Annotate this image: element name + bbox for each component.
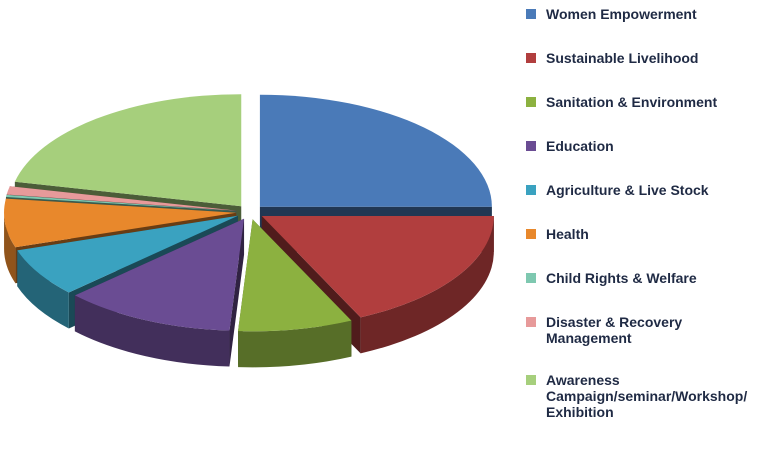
slice-top bbox=[17, 215, 238, 293]
legend-swatch bbox=[526, 273, 536, 283]
pie-chart bbox=[4, 94, 494, 368]
legend-swatch bbox=[526, 317, 536, 327]
legend-label: Disaster & Recovery Management bbox=[546, 314, 683, 346]
slice-top bbox=[14, 94, 242, 207]
slice-side bbox=[17, 250, 69, 329]
legend-swatch bbox=[526, 141, 536, 151]
pie-chart-svg bbox=[4, 94, 494, 368]
legend-swatch bbox=[526, 9, 536, 19]
legend-swatch bbox=[526, 53, 536, 63]
legend-item-disaster-recovery-management: Disaster & Recovery Management bbox=[526, 314, 784, 346]
slice-side bbox=[4, 212, 16, 284]
legend-label: Women Empowerment bbox=[546, 6, 697, 22]
legend-item-education: Education bbox=[526, 138, 784, 154]
legend-label: Agriculture & Live Stock bbox=[546, 182, 709, 198]
chart-legend: Women Empowerment Sustainable Livelihood S… bbox=[526, 6, 784, 420]
legend-item-child-rights-welfare: Child Rights & Welfare bbox=[526, 270, 784, 286]
slice-top bbox=[74, 218, 245, 331]
legend-label: Child Rights & Welfare bbox=[546, 270, 697, 286]
legend-item-sanitation-environment: Sanitation & Environment bbox=[526, 94, 784, 110]
legend-item-agriculture-live-stock: Agriculture & Live Stock bbox=[526, 182, 784, 198]
legend-label: Awareness Campaign/seminar/Workshop/ Exh… bbox=[546, 372, 748, 420]
legend-swatch bbox=[526, 375, 536, 385]
slice-top bbox=[259, 94, 492, 207]
legend-item-health: Health bbox=[526, 226, 784, 242]
legend-swatch bbox=[526, 97, 536, 107]
pie-slice-education bbox=[74, 218, 245, 367]
slice-side bbox=[238, 320, 352, 368]
legend-label: Sustainable Livelihood bbox=[546, 50, 699, 66]
slice-side bbox=[74, 295, 230, 367]
legend-item-awareness-campaign-seminar-workshop-exhibition: Awareness Campaign/seminar/Workshop/ Exh… bbox=[526, 372, 784, 420]
legend-item-sustainable-livelihood: Sustainable Livelihood bbox=[526, 50, 784, 66]
legend-label: Sanitation & Environment bbox=[546, 94, 718, 110]
slice-top bbox=[238, 219, 352, 332]
pie-slice-sanitation-environment bbox=[238, 219, 352, 368]
legend-label: Health bbox=[546, 226, 589, 242]
slice-side bbox=[360, 215, 494, 354]
slice-top bbox=[6, 186, 237, 211]
slice-top bbox=[261, 215, 494, 318]
legend-item-women-empowerment: Women Empowerment bbox=[526, 6, 784, 22]
slice-top bbox=[5, 194, 237, 211]
legend-label: Education bbox=[546, 138, 614, 154]
slice-top bbox=[4, 198, 237, 248]
legend-swatch bbox=[526, 229, 536, 239]
legend-swatch bbox=[526, 185, 536, 195]
